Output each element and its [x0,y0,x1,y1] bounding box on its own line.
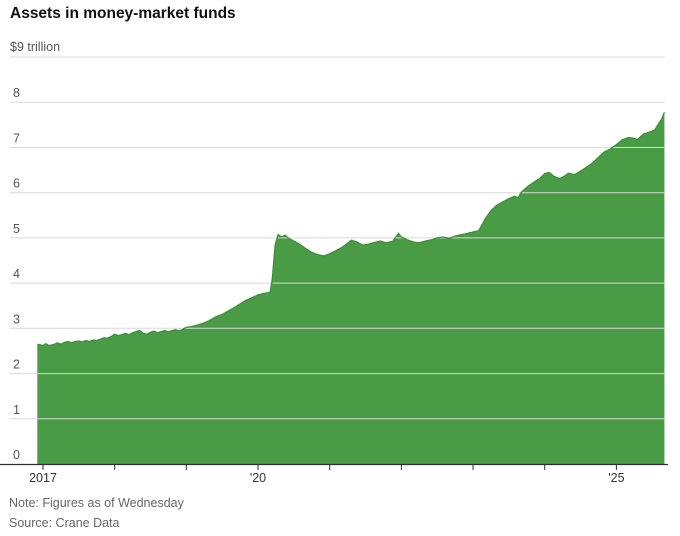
chart-note: Note: Figures as of Wednesday [9,496,184,510]
chart-title: Assets in money-market funds [10,5,236,22]
y-axis-unit-label: $9 trillion [10,40,60,54]
y-tick-label-6: 6 [13,177,20,191]
y-tick-label-3: 3 [13,312,20,326]
area-chart: 2017 '20 '25 0 1 2 3 4 5 6 7 8 $9 trillion [0,40,668,485]
y-tick-label-8: 8 [13,86,20,100]
y-tick-label-2: 2 [13,358,20,372]
x-tick-label-2020: '20 [250,471,266,485]
y-tick-label-7: 7 [13,132,20,146]
chart-source: Source: Crane Data [9,516,120,530]
y-tick-label-4: 4 [13,267,20,281]
area-line [37,111,666,347]
y-tick-label-1: 1 [13,403,20,417]
area-fill [37,112,665,464]
x-tick-label-2017: 2017 [29,471,57,485]
y-tick-label-0: 0 [13,448,20,462]
y-tick-label-5: 5 [13,222,20,236]
x-tick-label-2025: '25 [608,471,624,485]
